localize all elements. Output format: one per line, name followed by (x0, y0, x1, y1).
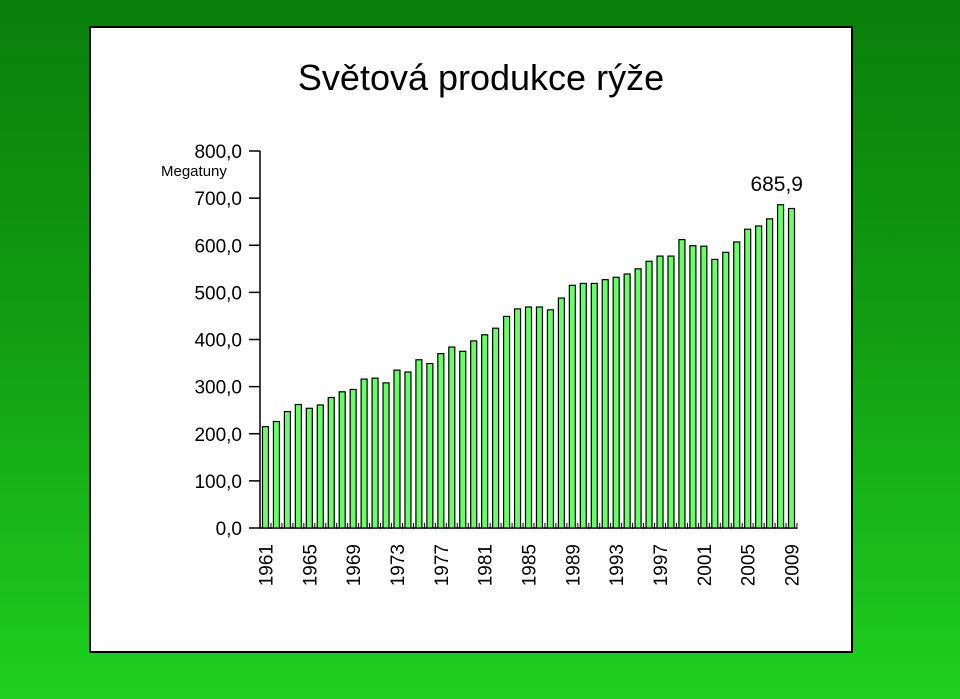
bar-1979 (459, 350, 467, 529)
chart-panel: Světová produkce rýže Megatuny 685,9 0,0… (89, 26, 853, 653)
bar-1980 (470, 340, 478, 529)
y-tick-label: 400,0 (194, 331, 242, 352)
bar-1975 (415, 359, 423, 529)
bar-1996 (645, 260, 653, 529)
y-tick-labels: 0,0 100,0 200,0 300,0 400,0 500,0 600,0 700,0 80… (194, 142, 242, 540)
bar-1993 (612, 276, 620, 529)
bar-1965 (305, 407, 313, 529)
bar-1972 (382, 382, 390, 529)
bar-2004 (733, 241, 741, 529)
x-tick-label: 1965 (300, 544, 321, 586)
x-tick-label: 1961 (256, 544, 277, 586)
bar-2008 (776, 204, 785, 529)
x-tick-label: 1989 (563, 544, 584, 586)
x-tick-label: 2005 (739, 544, 760, 586)
bar-1966 (316, 404, 324, 529)
x-tick-labels: 1961 1965 1969 1973 1977 1981 1985 1989 1993 1997… (256, 544, 803, 586)
bar-1968 (338, 391, 346, 529)
bar-2003 (722, 251, 730, 529)
bar-1976 (426, 362, 434, 529)
bar-1973 (393, 369, 401, 529)
bar-1988 (557, 297, 565, 529)
max-value-annotation: 685,9 (750, 173, 803, 196)
rice-production-chart: Světová produkce rýže Megatuny 685,9 0,0… (161, 57, 804, 586)
x-tick-label: 1973 (388, 544, 409, 586)
bar-1999 (678, 238, 686, 529)
bar-2001 (700, 245, 708, 529)
bar-2007 (766, 218, 774, 529)
bar-1963 (283, 411, 291, 529)
bar-1983 (502, 315, 511, 529)
bar-1982 (492, 327, 500, 529)
bar-1990 (579, 282, 587, 529)
y-tick-label: 600,0 (194, 236, 242, 257)
bar-2006 (755, 225, 763, 529)
y-tick-label: 200,0 (194, 425, 242, 446)
y-tick-label: 800,0 (194, 142, 242, 163)
bar-1977 (437, 353, 445, 529)
bars (261, 204, 796, 529)
x-tick-label: 1997 (651, 544, 672, 586)
x-tick-label: 1985 (520, 544, 541, 586)
bar-1997 (656, 255, 664, 529)
bar-2009 (787, 207, 796, 529)
bar-1987 (546, 309, 555, 529)
y-tick-label: 500,0 (194, 283, 242, 304)
bar-1985 (524, 306, 533, 529)
bar-1971 (371, 377, 379, 529)
bar-1981 (481, 334, 489, 529)
y-tick-label: 0,0 (216, 519, 242, 540)
x-tick-label: 2009 (783, 544, 804, 586)
bar-1986 (535, 306, 544, 529)
bar-2005 (744, 228, 752, 529)
axes (249, 150, 798, 529)
y-axis-unit-label: Megatuny (161, 163, 227, 180)
bar-1984 (513, 308, 522, 529)
y-tick-label: 700,0 (194, 189, 242, 210)
x-tick-label: 1977 (432, 544, 453, 586)
bar-1992 (601, 279, 609, 529)
bar-1969 (349, 388, 357, 529)
bar-1995 (634, 268, 642, 529)
bar-2000 (689, 245, 697, 529)
bar-1967 (327, 396, 335, 529)
x-tick-label: 1969 (344, 544, 365, 586)
bar-1989 (568, 284, 576, 529)
bar-1978 (448, 346, 456, 529)
bar-1961 (261, 426, 270, 529)
bar-1998 (667, 255, 675, 529)
chart-title: Světová produkce rýže (298, 57, 664, 98)
bar-1994 (623, 273, 631, 529)
bar-1991 (590, 282, 598, 529)
x-tick-label: 1981 (476, 544, 497, 586)
bar-1974 (404, 371, 412, 529)
y-tick-label: 300,0 (194, 378, 242, 399)
y-tick-label: 100,0 (194, 472, 242, 493)
x-tick-label: 1993 (607, 544, 628, 586)
bar-1970 (360, 378, 368, 529)
bar-1964 (294, 403, 302, 529)
bar-1962 (272, 420, 281, 529)
x-tick-label: 2001 (695, 544, 716, 586)
bar-2002 (711, 258, 719, 529)
